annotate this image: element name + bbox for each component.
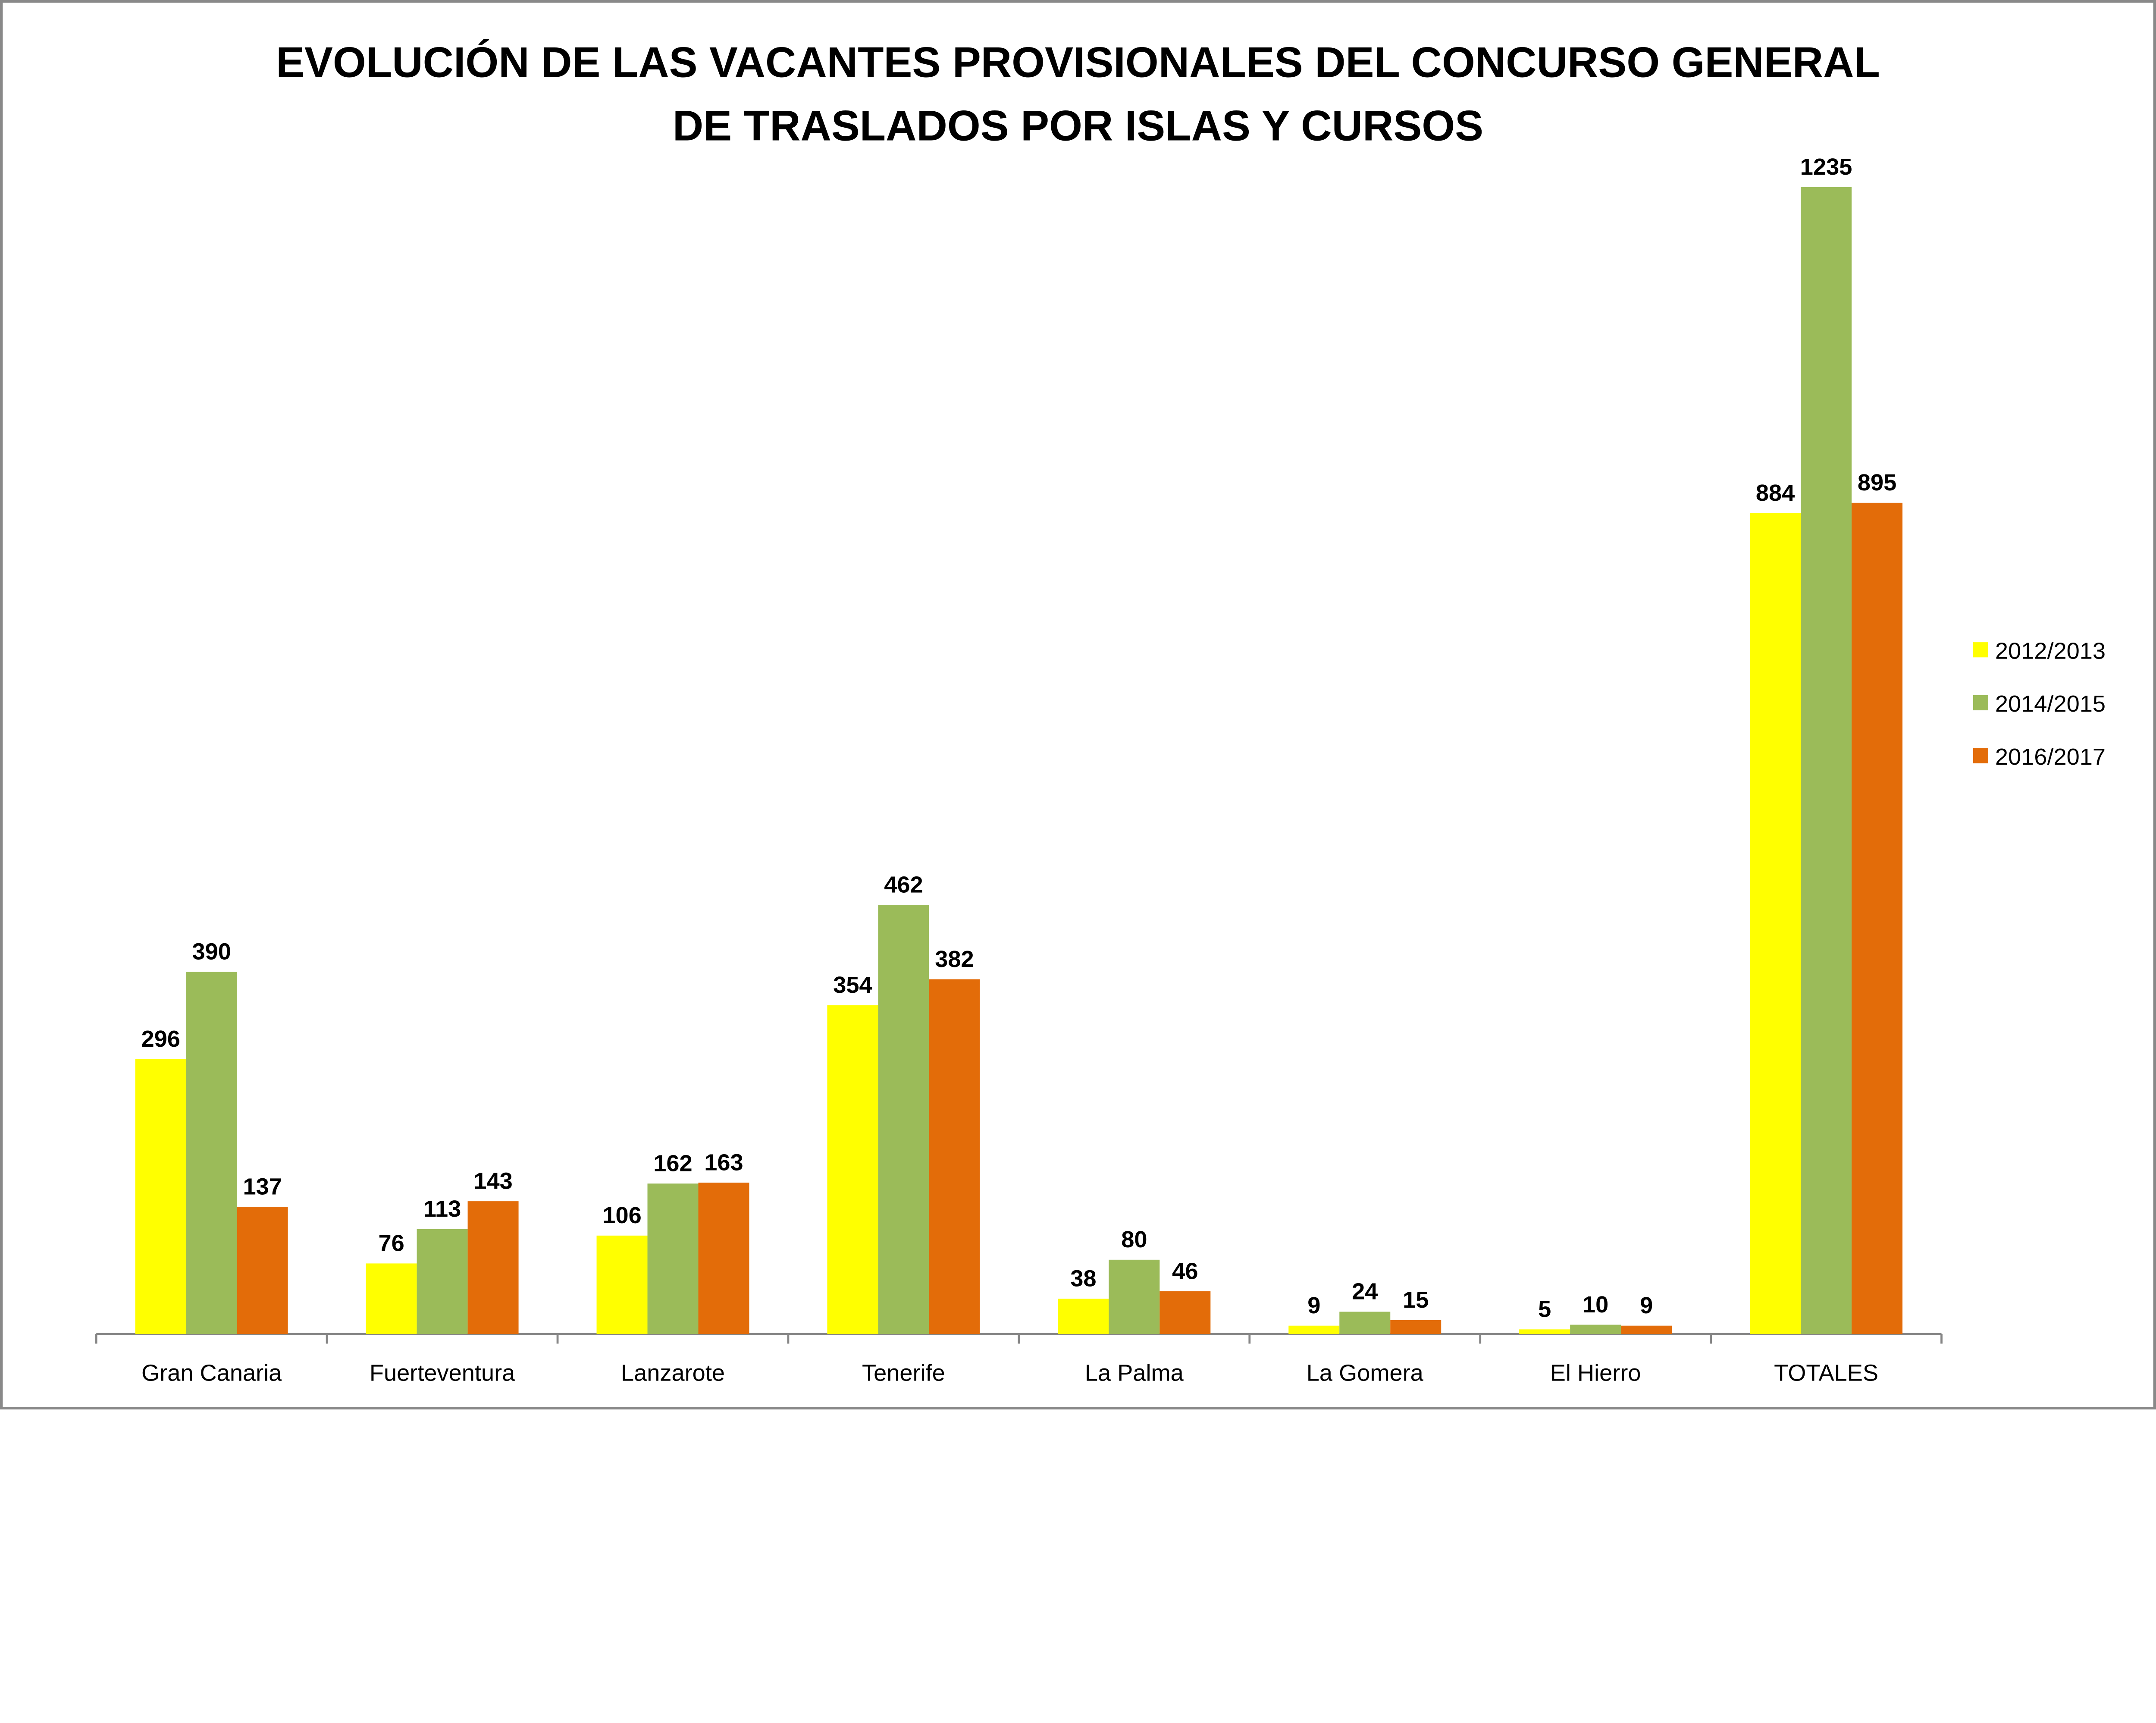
x-tick-label: La Gomera (1307, 1360, 1424, 1386)
bar (366, 1263, 417, 1334)
bar (237, 1207, 288, 1334)
bar (1109, 1259, 1160, 1334)
data-label: 9 (1307, 1293, 1320, 1318)
data-label: 462 (884, 872, 923, 898)
data-label: 296 (141, 1026, 180, 1052)
bar (1058, 1299, 1109, 1334)
data-label: 5 (1538, 1296, 1551, 1322)
legend: 2012/2013 2014/2015 2016/2017 (1973, 638, 2106, 770)
x-tick-label: Tenerife (862, 1360, 945, 1386)
chart-title-line-2: DE TRASLADOS POR ISLAS Y CURSOS (673, 102, 1483, 149)
x-tick-label: El Hierro (1550, 1360, 1641, 1386)
bar (1159, 1291, 1211, 1334)
data-label: 162 (653, 1151, 692, 1177)
bar (467, 1201, 519, 1334)
data-label: 113 (423, 1196, 461, 1222)
bar (186, 972, 237, 1334)
bar (1288, 1325, 1340, 1334)
data-label: 163 (704, 1149, 743, 1175)
bar (1339, 1312, 1391, 1334)
x-tick-label: Fuerteventura (370, 1360, 515, 1386)
data-label: 15 (1403, 1287, 1429, 1313)
data-label: 80 (1121, 1227, 1147, 1252)
x-tick-label: La Palma (1085, 1360, 1184, 1386)
data-label: 9 (1640, 1293, 1653, 1318)
data-label: 143 (473, 1168, 512, 1194)
bar (1390, 1320, 1442, 1334)
data-label: 76 (378, 1230, 404, 1256)
legend-label: 2012/2013 (1995, 638, 2106, 664)
legend-swatch (1973, 748, 1988, 763)
data-label: 46 (1172, 1258, 1198, 1284)
data-label: 382 (935, 946, 974, 972)
bar (1519, 1329, 1570, 1334)
bar (929, 979, 980, 1334)
data-label: 895 (1858, 470, 1896, 496)
legend-swatch (1973, 642, 1988, 658)
bar (647, 1183, 699, 1334)
data-label: 390 (192, 939, 231, 965)
legend-label: 2014/2015 (1995, 691, 2106, 717)
bar (1852, 502, 1903, 1334)
legend-label: 2016/2017 (1995, 744, 2106, 770)
bar-chart: EVOLUCIÓN DE LAS VACANTES PROVISIONALES … (0, 0, 2156, 1410)
data-label: 137 (243, 1174, 282, 1199)
legend-swatch (1973, 695, 1988, 710)
chart-title-line-1: EVOLUCIÓN DE LAS VACANTES PROVISIONALES … (276, 39, 1880, 86)
x-tick-label: Gran Canaria (141, 1360, 282, 1386)
x-tick-label: Lanzarote (621, 1360, 725, 1386)
bar (698, 1183, 749, 1334)
data-label: 884 (1756, 480, 1795, 506)
bar (878, 905, 929, 1334)
bar (596, 1235, 648, 1334)
data-label: 10 (1583, 1292, 1608, 1318)
data-label: 354 (833, 972, 872, 998)
data-label: 38 (1070, 1266, 1096, 1292)
bar (1621, 1325, 1672, 1334)
data-label: 24 (1352, 1279, 1378, 1305)
bar (1801, 187, 1852, 1334)
bar (1750, 513, 1801, 1334)
bar (135, 1059, 186, 1334)
bar (417, 1229, 468, 1334)
bar (1570, 1324, 1621, 1334)
plot-area: Gran Canaria 296 390 137 Fuerteventura 76 113 1… (95, 154, 1943, 1386)
data-label: 1235 (1800, 154, 1852, 180)
bar (827, 1005, 878, 1334)
data-label: 106 (602, 1202, 641, 1228)
x-tick-label: TOTALES (1774, 1360, 1878, 1386)
